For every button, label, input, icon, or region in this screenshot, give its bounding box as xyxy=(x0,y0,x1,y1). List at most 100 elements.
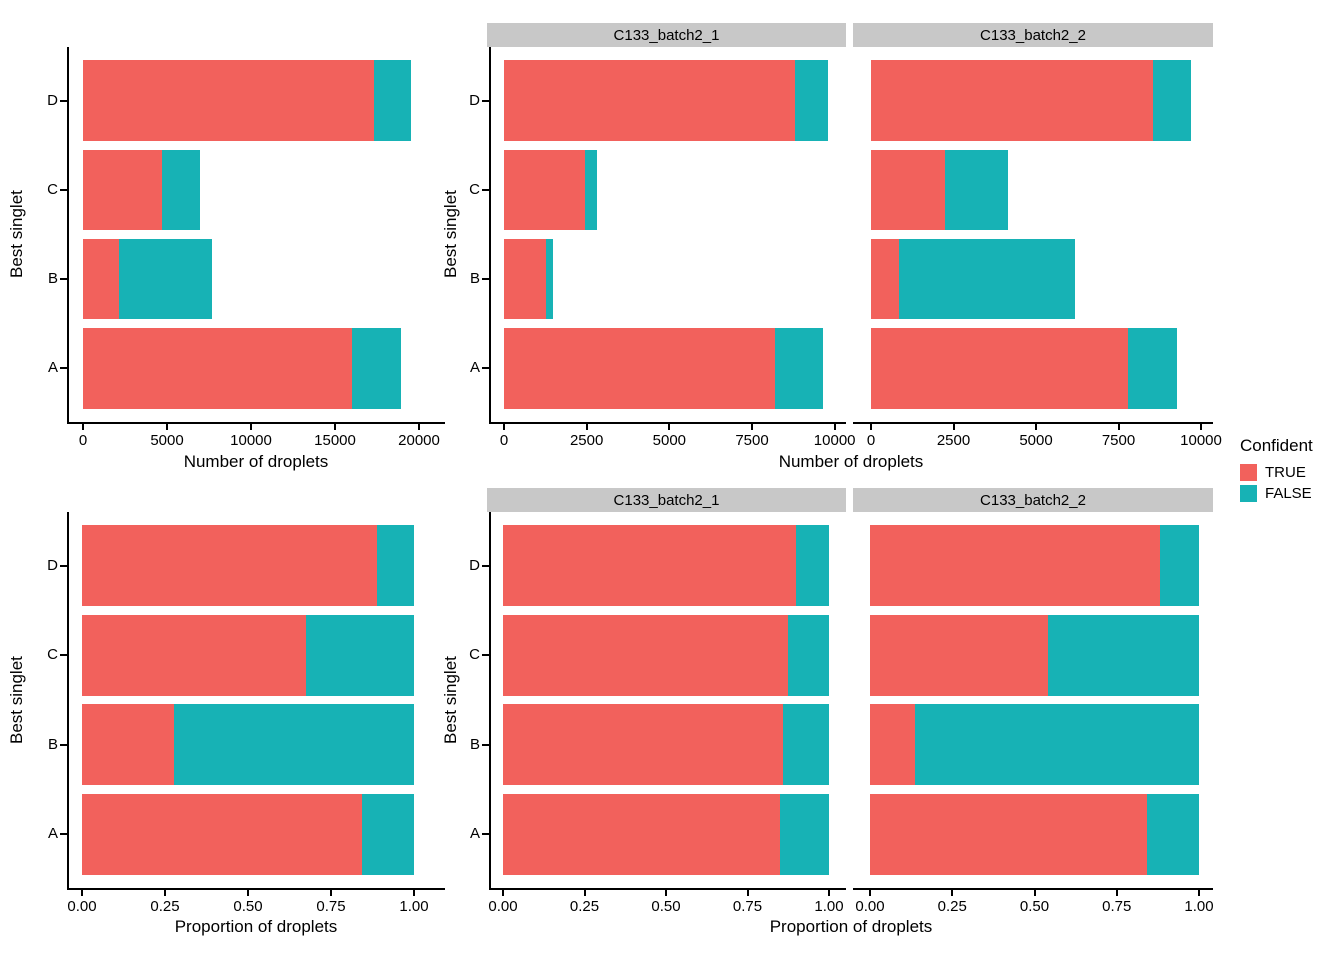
y-tick-mark xyxy=(60,833,67,836)
x-tick-label: 2500 xyxy=(569,432,604,449)
y-tick-label-B: B xyxy=(47,735,58,753)
x-tick-mark xyxy=(665,890,667,896)
y-tick-label-A: A xyxy=(47,359,58,377)
bar-segment-false-D xyxy=(794,60,829,141)
bar-segment-true-D xyxy=(871,60,1154,141)
bar-segment-false-C xyxy=(585,149,597,231)
bar-segment-false-C xyxy=(306,614,414,696)
bar-segment-false-B xyxy=(915,704,1199,786)
bar-segment-false-A xyxy=(780,794,829,875)
bar-segment-false-B xyxy=(173,704,414,786)
x-axis-line xyxy=(67,422,445,424)
x-tick-label: 5000 xyxy=(652,432,687,449)
bar-segment-false-B xyxy=(545,238,553,320)
x-tick-label: 2500 xyxy=(936,432,971,449)
x-tick-label: 7500 xyxy=(1101,432,1136,449)
y-tick-label-D: D xyxy=(469,556,480,574)
x-tick-label: 5000 xyxy=(1019,432,1053,449)
x-axis-title-counts-left: Number of droplets xyxy=(183,452,329,471)
x-tick-mark xyxy=(668,424,671,430)
y-tick-mark xyxy=(482,278,489,281)
legend-entry-false: FALSE xyxy=(1240,485,1313,502)
bar-segment-true-A xyxy=(871,328,1129,409)
bar-segment-true-B xyxy=(871,238,900,320)
bar-segment-false-A xyxy=(351,328,402,409)
x-tick-mark xyxy=(1198,890,1200,896)
bar-segment-true-D xyxy=(870,525,1160,606)
bar-segment-true-D xyxy=(82,525,378,606)
x-tick-mark xyxy=(418,424,420,430)
bar-segment-false-B xyxy=(118,238,212,320)
x-tick-mark xyxy=(82,424,84,430)
x-axis-line xyxy=(853,422,1213,424)
bar-segment-true-B xyxy=(83,238,119,320)
x-tick-mark xyxy=(951,890,954,896)
y-tick-label-D: D xyxy=(47,91,58,109)
bar-segment-true-A xyxy=(82,794,363,875)
x-tick-mark xyxy=(334,424,336,430)
x-tick-mark xyxy=(952,424,955,430)
x-tick-label: 7500 xyxy=(735,432,769,449)
y-tick-mark xyxy=(482,99,489,102)
x-tick-label: 5000 xyxy=(150,432,184,449)
x-tick-mark xyxy=(1033,890,1036,896)
bar-segment-false-B xyxy=(899,238,1075,320)
legend-entry-true: TRUE xyxy=(1240,464,1313,481)
x-tick-label: 0.75 xyxy=(732,898,763,915)
bar-segment-true-C xyxy=(871,149,945,231)
facet-strip-label: C133_batch2_1 xyxy=(613,491,720,509)
bar-segment-false-A xyxy=(775,328,824,409)
x-tick-label: 0.75 xyxy=(316,898,346,915)
y-axis-line xyxy=(67,47,69,424)
bar-segment-false-D xyxy=(1153,60,1192,141)
y-axis-title-counts-left: Best singlet xyxy=(7,190,26,278)
bar-segment-false-C xyxy=(161,149,200,231)
x-tick-mark xyxy=(502,890,504,896)
x-tick-mark xyxy=(166,424,168,430)
legend-key-true-swatch xyxy=(1240,464,1257,481)
x-tick-mark xyxy=(413,890,415,896)
x-tick-mark xyxy=(870,424,872,430)
x-axis-line xyxy=(489,422,846,424)
facet-strip: C133_batch2_2 xyxy=(853,23,1213,47)
y-tick-mark xyxy=(482,743,489,746)
x-tick-mark xyxy=(583,890,586,896)
y-tick-mark xyxy=(60,188,67,191)
x-tick-label: 1.00 xyxy=(1184,898,1214,915)
facet-strip-label: C133_batch2_2 xyxy=(980,491,1086,509)
x-tick-mark xyxy=(503,424,505,430)
bar-segment-true-C xyxy=(504,149,585,231)
bar-segment-false-A xyxy=(1146,794,1199,875)
x-tick-mark xyxy=(1115,890,1118,896)
y-axis-title-counts-facets: Best singlet xyxy=(441,190,460,278)
x-tick-mark xyxy=(746,890,749,896)
x-tick-label: 0 xyxy=(866,432,876,449)
x-tick-label: 10000 xyxy=(230,432,272,449)
legend-label-true: TRUE xyxy=(1265,464,1306,481)
y-tick-mark xyxy=(482,367,489,370)
x-tick-label: 0 xyxy=(78,432,88,449)
x-tick-label: 10000 xyxy=(813,432,856,449)
bar-segment-false-A xyxy=(362,794,414,875)
facet-strip: C133_batch2_1 xyxy=(487,23,846,47)
bar-segment-true-D xyxy=(503,525,796,606)
x-tick-label: 10000 xyxy=(1180,432,1222,449)
legend-title: Confident xyxy=(1240,436,1313,455)
x-axis-line xyxy=(853,888,1213,890)
facet-strip-label: C133_batch2_2 xyxy=(980,26,1086,44)
y-tick-label-A: A xyxy=(469,825,480,843)
bar-segment-true-A xyxy=(83,328,352,409)
y-tick-label-A: A xyxy=(47,825,58,843)
legend-label-false: FALSE xyxy=(1265,485,1312,502)
x-tick-mark xyxy=(833,424,836,430)
bar-segment-false-A xyxy=(1128,328,1177,409)
bar-segment-true-D xyxy=(83,60,375,141)
y-tick-mark xyxy=(60,278,67,281)
x-tick-label: 1.00 xyxy=(399,898,429,915)
x-axis-title-props-left: Proportion of droplets xyxy=(174,917,338,936)
y-tick-label-C: C xyxy=(47,180,58,198)
y-tick-label-C: C xyxy=(469,646,480,664)
bar-segment-false-D xyxy=(374,60,411,141)
y-tick-label-B: B xyxy=(469,735,480,753)
